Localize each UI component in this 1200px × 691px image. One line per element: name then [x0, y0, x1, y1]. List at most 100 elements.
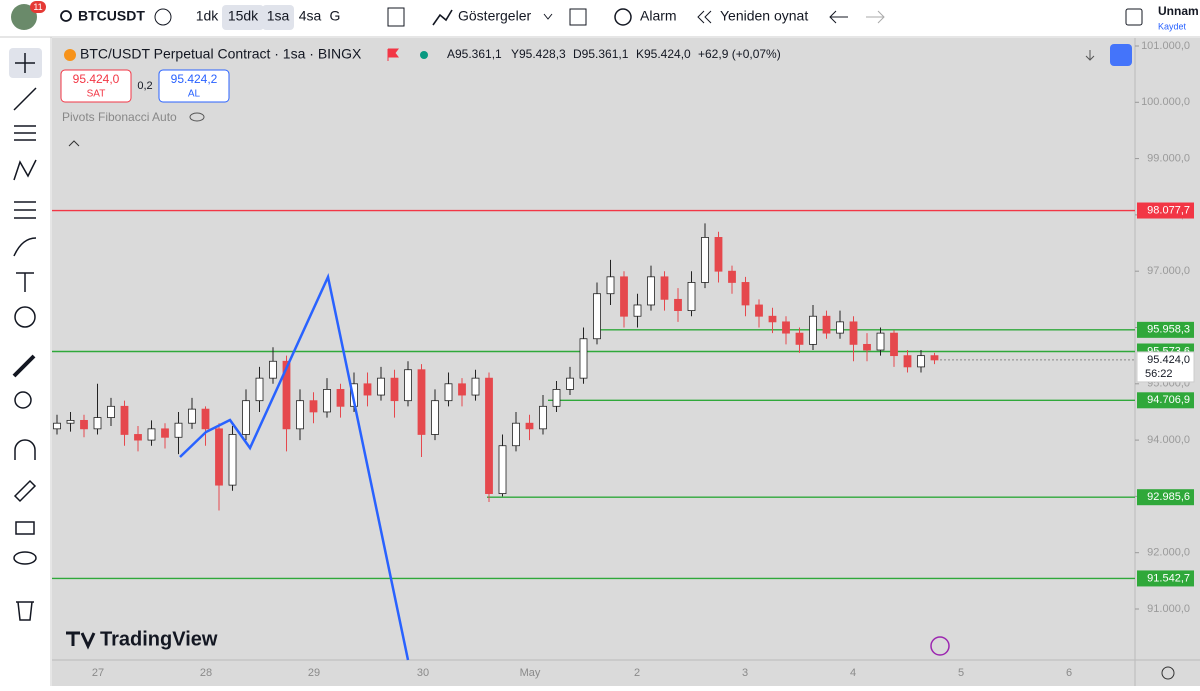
fib-tool[interactable] [14, 125, 36, 141]
candle-body [579, 338, 588, 379]
candle-body [215, 428, 223, 486]
legend-low: D95.361,1 [573, 47, 629, 61]
indicators-button[interactable]: Göstergeler [458, 8, 531, 24]
price-tick-label: 97.000,0 [1147, 265, 1190, 277]
lock-tool[interactable] [15, 521, 35, 535]
candle-body [458, 383, 466, 396]
price-tick-label: 99.000,0 [1147, 153, 1190, 165]
sell-price[interactable]: 95.424,0 [73, 72, 120, 86]
visibility-tool[interactable] [13, 551, 37, 565]
interval-active-bg[interactable] [222, 5, 264, 30]
candle-body [93, 417, 102, 430]
symbol[interactable]: BTCUSDT [78, 8, 145, 24]
candle-body [336, 389, 345, 407]
status-dot [420, 51, 428, 59]
candle-body [404, 369, 412, 402]
candle-body [201, 408, 210, 430]
draw-mode-tool[interactable] [13, 479, 37, 503]
zoom-tool[interactable] [14, 391, 32, 409]
candle-body [444, 383, 453, 402]
interval-button[interactable]: 1sa [267, 8, 290, 24]
interval-button[interactable]: G [330, 8, 341, 24]
candle-body [363, 383, 372, 396]
pattern-tool[interactable] [13, 159, 37, 181]
candle-body [147, 428, 156, 441]
crosshair-tool[interactable] [15, 53, 35, 73]
spread: 0,2 [137, 80, 152, 92]
price-tick-label: 91.000,0 [1147, 603, 1190, 615]
candle-body [660, 276, 669, 300]
layouts-icon[interactable] [569, 8, 587, 26]
candle-body [836, 321, 844, 334]
replay-button[interactable]: Yeniden oynat [720, 8, 808, 24]
delete-tool[interactable] [16, 601, 34, 621]
candle-body [174, 422, 183, 438]
drawing-toolbar [9, 48, 42, 621]
candle-body [80, 419, 88, 430]
candle-body [755, 304, 763, 317]
settings-icon[interactable] [1161, 666, 1175, 680]
time-label: 3 [742, 667, 748, 679]
flash-icon[interactable] [930, 636, 950, 656]
price-tick-label: 101.000,0 [1141, 40, 1190, 52]
level-label-bg [1137, 321, 1194, 338]
candle-body [525, 422, 534, 430]
flag[interactable] [387, 48, 399, 61]
buy-label[interactable]: AL [188, 89, 201, 100]
sell-label[interactable]: SAT [87, 89, 106, 100]
indicator-name[interactable]: Pivots Fibonacci Auto [62, 110, 177, 124]
candle-body [228, 434, 237, 486]
interval-button[interactable]: 4sa [299, 8, 322, 24]
trendline-tool[interactable] [13, 87, 37, 111]
buy-button[interactable] [158, 69, 230, 103]
chart-type-icon[interactable] [387, 7, 405, 27]
level-label-bg [1137, 489, 1194, 506]
candle-body [485, 377, 493, 494]
replay-icon[interactable] [697, 10, 712, 24]
collapse-legend[interactable] [68, 140, 80, 147]
text-tool[interactable] [16, 272, 34, 292]
alarm-icon[interactable] [614, 8, 632, 26]
candle-body [161, 428, 169, 438]
interval-button[interactable]: 1dk [196, 8, 220, 24]
layout-name[interactable]: Unnam [1158, 4, 1199, 18]
measure-tool[interactable] [12, 354, 36, 378]
level-label: 91.542,7 [1147, 572, 1190, 584]
layout-icon[interactable] [1125, 8, 1143, 26]
candle-body [768, 315, 777, 323]
candle-body [917, 355, 925, 368]
sell-button[interactable] [60, 69, 132, 103]
alarm-button[interactable]: Alarm [640, 8, 677, 24]
candle-body [728, 270, 736, 283]
save-button[interactable]: Kaydet [1158, 21, 1187, 31]
candle-body [566, 377, 574, 390]
buy-price[interactable]: 95.424,2 [171, 72, 218, 86]
search-icon[interactable] [60, 10, 72, 22]
candle-body [593, 293, 601, 340]
hide-indicator[interactable] [189, 112, 205, 122]
auto-scale-button[interactable] [1110, 44, 1132, 66]
indicators-icon[interactable] [432, 9, 453, 26]
time-label: 28 [200, 667, 212, 679]
add-symbol[interactable] [154, 8, 172, 26]
brush-tool[interactable] [13, 237, 37, 257]
candle-body [107, 405, 115, 418]
countdown: 56:22 [1145, 368, 1173, 380]
redo[interactable] [866, 10, 885, 24]
legend-close: K95.424,0 [636, 47, 691, 61]
undo[interactable] [829, 10, 848, 24]
level-label: 92.985,6 [1147, 491, 1190, 503]
projection-tool[interactable] [14, 201, 36, 219]
interval-button[interactable]: 15dk [228, 8, 259, 24]
candle-body [822, 315, 831, 334]
avatar[interactable] [11, 4, 37, 30]
dropdown-arrow[interactable] [543, 13, 553, 20]
down-arrow[interactable] [1085, 50, 1095, 61]
emoji-tool[interactable] [14, 306, 36, 328]
candle-body [876, 332, 885, 351]
candle-body [890, 332, 898, 357]
magnet-tool[interactable] [14, 439, 36, 460]
watermark: TradingView [100, 628, 218, 650]
legend-title: BTC/USDT Perpetual Contract · 1sa · BING… [80, 46, 362, 62]
interval-active-bg[interactable] [262, 5, 294, 30]
